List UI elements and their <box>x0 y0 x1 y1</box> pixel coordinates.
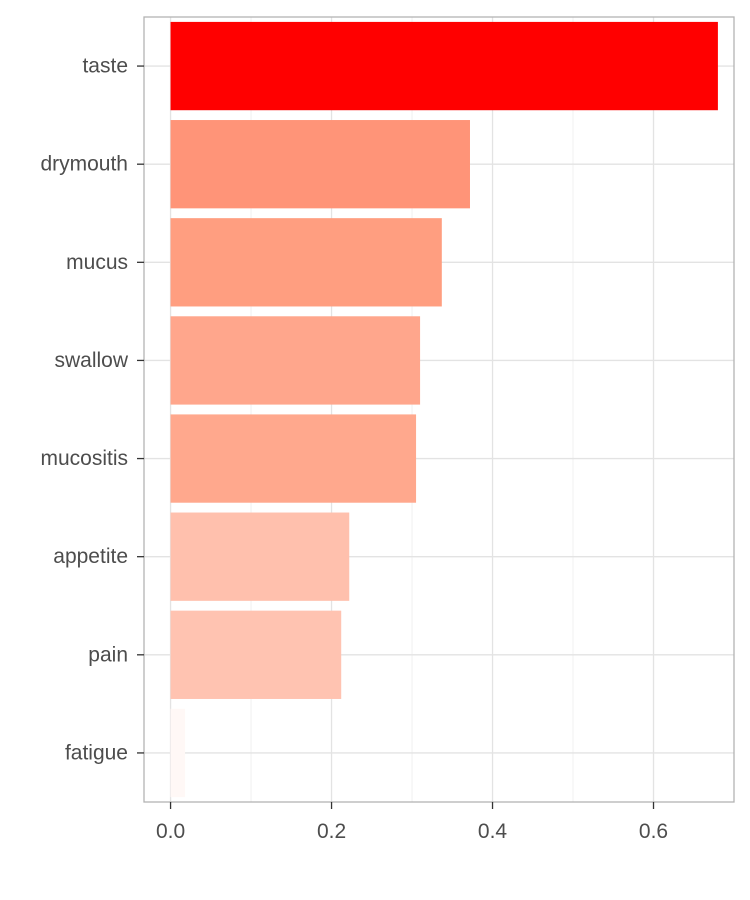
bar-mucus <box>170 218 442 307</box>
y-tick-label: taste <box>82 55 128 78</box>
bar-fatigue <box>170 708 186 798</box>
y-tick-label: pain <box>88 643 128 666</box>
x-tick-label: 0.2 <box>317 820 346 843</box>
bar-drymouth <box>170 120 470 209</box>
x-tick-label: 0.0 <box>156 820 185 843</box>
bar-appetite <box>170 512 350 601</box>
bars <box>170 21 718 798</box>
bar-pain <box>170 610 342 699</box>
plot-panel-border <box>143 16 735 803</box>
axes: taste drymouth mucus swallow mucositis appeti… <box>40 55 668 843</box>
x-tick-label: 0.6 <box>639 820 668 843</box>
y-tick-label: mucositis <box>40 447 128 470</box>
x-tick-label: 0.4 <box>478 820 508 843</box>
bar-mucositis <box>170 414 417 503</box>
bar-taste <box>170 21 718 111</box>
y-tick-label: appetite <box>53 545 128 568</box>
y-tick-label: swallow <box>54 349 128 372</box>
y-tick-label: fatigue <box>65 741 128 764</box>
bar-swallow <box>170 316 421 405</box>
y-tick-label: drymouth <box>40 153 128 176</box>
y-tick-label: mucus <box>66 251 128 274</box>
